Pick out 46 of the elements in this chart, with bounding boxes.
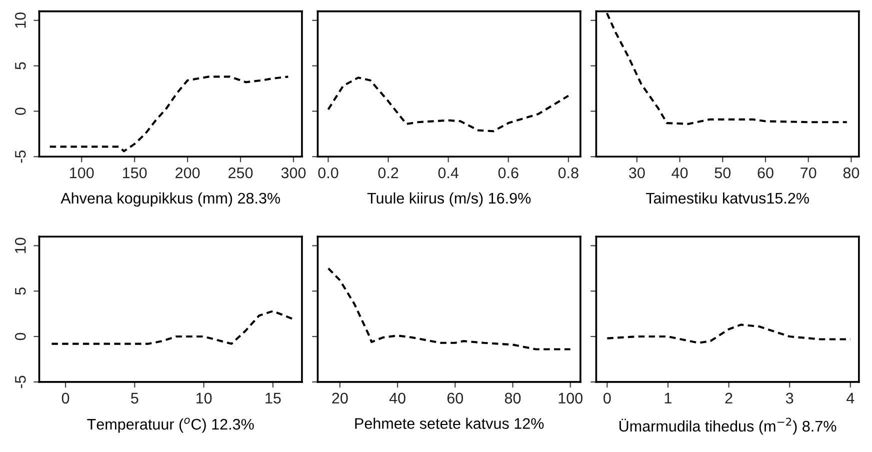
x-tick-label: 300 [281,167,306,178]
x-tick-label: 10 [196,392,212,404]
x-tick-label: 0 [62,392,70,404]
x-tick-label: 100 [558,392,583,404]
x-tick-label: 2 [725,392,732,404]
x-tick-label: 5 [131,392,138,404]
x-tick-label: 0.6 [498,167,518,178]
x-axis-title: Taimestiku katvus15.2% [646,192,809,204]
y-tick-label: 5 [15,62,26,70]
x-tick-label: 3 [786,392,794,404]
x-tick-label: 60 [758,167,774,178]
x-axis-title: Tuule kiirus (m/s) 16.9% [367,192,531,207]
x-tick-label: 15 [266,392,281,404]
y-tick-label: 0 [14,108,26,115]
x-tick-label: 70 [800,167,816,178]
y-tick-label: 10 [14,238,26,254]
x-tick-label: 0.4 [438,167,458,178]
x-tick-label: 60 [447,392,464,404]
y-tick-label: 0 [14,332,26,340]
x-tick-label: 40 [672,167,688,178]
x-tick-label: 30 [629,167,645,178]
x-tick-label: 20 [332,392,348,404]
x-tick-label: 0 [603,392,611,404]
y-tick-label: -5 [15,376,26,388]
line-series [48,76,290,152]
line-series [50,310,295,345]
x-tick-label: 0.2 [378,167,398,178]
y-tick-label: 10 [14,12,26,28]
x-tick-label: 200 [176,167,200,178]
x-axis-title: Ahvena kogupikkus (mm) 28.3% [60,192,280,207]
x-tick-label: 80 [504,392,521,404]
x-tick-label: 4 [846,392,854,404]
x-axis-title: Temperatuur ($^{o}$C) 12.3% [87,418,254,433]
x-tick-label: 0.8 [558,167,578,178]
x-tick-label: 100 [70,167,94,178]
y-tick-label: -5 [15,150,26,163]
x-tick-label: 0.0 [318,167,338,178]
x-tick-label: 250 [228,167,253,178]
y-tick-label: 5 [15,287,26,295]
x-tick-label: 50 [714,167,731,178]
x-tick-label: 150 [123,167,147,178]
x-axis-title: Pehmete setete katvus 12% [355,418,544,429]
x-tick-label: 1 [664,392,672,404]
x-tick-label: 40 [389,392,406,404]
x-tick-label: 80 [843,167,860,178]
x-axis-title: Ümarmudila tihedus (m$^{−2}$) 8.7% [620,418,836,435]
